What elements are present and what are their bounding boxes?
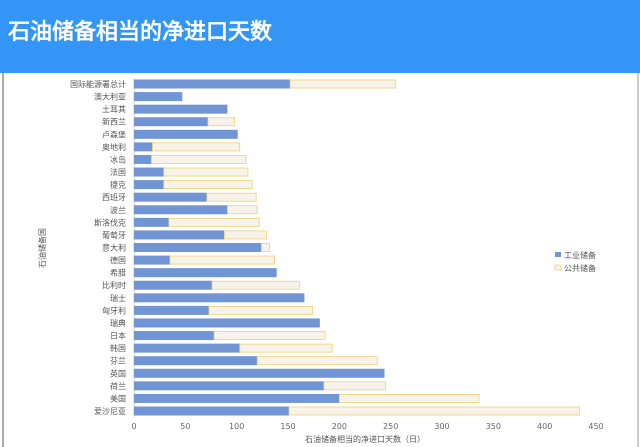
bar-industrial-reserve	[134, 406, 290, 416]
chart-frame	[2, 73, 639, 447]
bar-industrial-reserve	[134, 331, 215, 341]
bar-public-reserve	[213, 331, 326, 340]
category-label: 比利时	[102, 280, 126, 290]
bar-public-reserve	[207, 117, 236, 127]
bar-industrial-reserve	[134, 381, 324, 391]
bar-public-reserve	[338, 394, 480, 403]
bar-industrial-reserve	[134, 167, 164, 177]
bar-industrial-reserve	[134, 255, 170, 265]
bar-industrial-reserve	[134, 180, 164, 190]
bar-public-reserve	[206, 192, 257, 202]
category-label: 波兰	[110, 205, 126, 215]
bar-public-reserve	[227, 205, 258, 215]
bar-industrial-reserve	[134, 217, 169, 227]
bar-industrial-reserve	[134, 92, 183, 102]
x-tick-label: 350	[486, 422, 501, 431]
x-axis-title: 石油储备相当的净进口天数（日）	[305, 434, 425, 444]
page-title: 石油储备相当的净进口天数	[8, 20, 273, 45]
legend-swatch-public	[554, 264, 562, 271]
category-label: 奥地利	[102, 142, 126, 152]
x-tick-label: 300	[434, 422, 449, 431]
category-label: 土耳其	[102, 104, 126, 114]
bar-public-reserve	[163, 180, 253, 190]
category-label: 国际能源署总计	[70, 79, 126, 89]
category-label: 葡萄牙	[102, 230, 126, 240]
bar-public-reserve	[260, 243, 270, 252]
category-label: 捷克	[110, 180, 126, 190]
category-label: 荷兰	[110, 381, 126, 391]
bar-industrial-reserve	[134, 368, 385, 378]
legend-swatch-industrial	[555, 252, 561, 257]
x-tick-label: 0	[131, 422, 136, 431]
bar-public-reserve	[168, 217, 260, 227]
category-label: 英国	[110, 368, 126, 378]
legend-label-public: 公共储备	[564, 263, 596, 273]
bar-industrial-reserve	[134, 243, 262, 252]
category-label: 卢森堡	[102, 129, 126, 139]
bar-industrial-reserve	[134, 268, 277, 278]
bar-public-reserve	[211, 280, 300, 290]
bar-public-reserve	[323, 381, 386, 391]
bar-industrial-reserve	[134, 142, 153, 152]
category-label: 斯洛伐克	[94, 217, 126, 227]
category-label: 瑞典	[110, 318, 126, 328]
y-axis-title: 石油储备国	[37, 228, 47, 268]
bar-public-reserve	[239, 343, 333, 353]
bar-industrial-reserve	[134, 356, 258, 366]
x-tick-label: 400	[537, 422, 552, 431]
bar-public-reserve	[151, 155, 247, 164]
bar-public-reserve	[152, 142, 241, 152]
bar-public-reserve	[256, 356, 378, 366]
category-label: 美国	[110, 393, 126, 403]
bar-industrial-reserve	[134, 305, 209, 315]
bar-industrial-reserve	[134, 393, 340, 403]
bar-industrial-reserve	[134, 280, 213, 290]
bar-industrial-reserve	[134, 117, 208, 127]
category-label: 日本	[110, 331, 126, 341]
bar-industrial-reserve	[134, 104, 228, 114]
category-label: 韩国	[110, 343, 126, 353]
category-label: 冰岛	[110, 154, 126, 164]
x-tick-label: 100	[229, 422, 244, 431]
bar-public-reserve	[163, 167, 249, 177]
bar-public-reserve	[288, 406, 580, 416]
category-label: 爱沙尼亚	[94, 407, 126, 416]
category-label: 法国	[110, 167, 126, 177]
header-bar: 石油储备相当的净进口天数	[0, 0, 640, 73]
bar-public-reserve	[169, 255, 276, 265]
bar-public-reserve	[223, 230, 267, 240]
category-label: 西班牙	[102, 192, 126, 202]
bar-public-reserve	[208, 305, 314, 315]
category-label: 瑞士	[110, 293, 126, 303]
category-label: 德国	[110, 255, 126, 265]
x-tick-label: 50	[180, 422, 190, 431]
bar-public-reserve	[289, 79, 397, 89]
x-tick-label: 450	[588, 422, 603, 431]
bar-industrial-reserve	[134, 293, 305, 303]
bar-industrial-reserve	[134, 205, 228, 215]
category-label: 匈牙利	[102, 305, 126, 315]
legend-label-industrial: 工业储备	[564, 250, 596, 260]
bar-industrial-reserve	[134, 79, 291, 89]
bar-industrial-reserve	[134, 192, 207, 202]
bar-industrial-reserve	[134, 343, 240, 353]
category-label: 意大利	[102, 243, 126, 253]
bar-industrial-reserve	[134, 154, 152, 164]
x-tick-label: 200	[332, 422, 347, 431]
x-tick-label: 250	[383, 422, 398, 431]
bar-industrial-reserve	[134, 318, 320, 328]
category-label: 新西兰	[102, 117, 126, 127]
x-tick-label: 150	[280, 422, 295, 431]
category-label: 希腊	[110, 268, 126, 278]
legend: 工业储备 公共储备	[554, 250, 596, 273]
bar-industrial-reserve	[134, 129, 238, 139]
bar-industrial-reserve	[134, 230, 225, 240]
category-label: 芬兰	[110, 356, 126, 366]
category-label: 澳大利亚	[94, 92, 126, 102]
